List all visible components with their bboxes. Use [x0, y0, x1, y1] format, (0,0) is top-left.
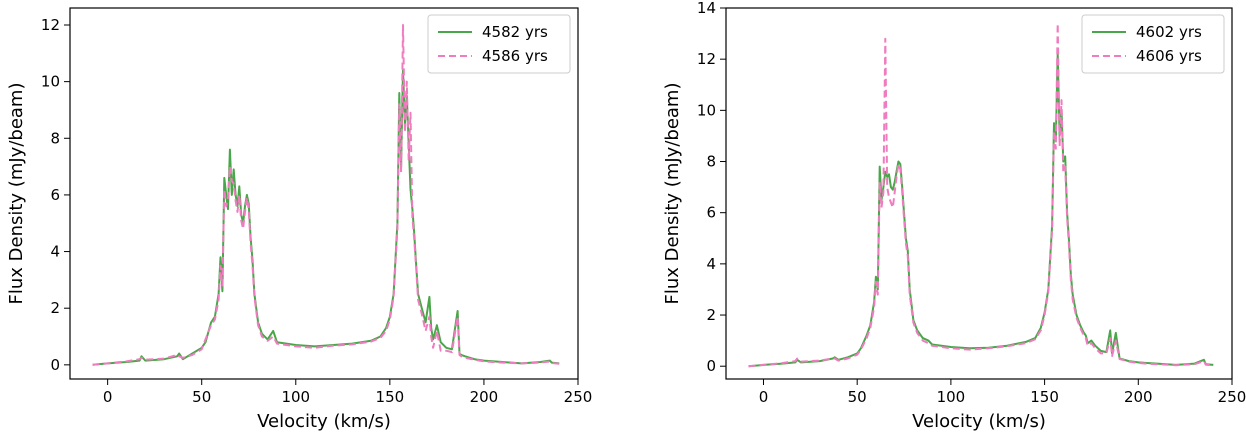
y-axis-label: Flux Density (mJy/beam) [662, 83, 683, 305]
chart-panel-1: 0 50 100 150 200 250 0 2 4 6 8 10 12 Velocity (km/s) F… [6, 7, 593, 432]
legend-label: 4602 yrs [1136, 23, 1202, 41]
x-tick-label: 50 [848, 388, 867, 406]
x-tick-label: 200 [470, 388, 499, 406]
x-tick-label: 150 [1030, 388, 1059, 406]
y-tick-label: 2 [706, 306, 716, 324]
y-tick-label: 10 [697, 101, 716, 119]
x-axis-label: Velocity (km/s) [257, 411, 391, 432]
x-tick-label: 50 [192, 388, 211, 406]
y-tick-label: 6 [706, 204, 716, 222]
series-line-2-2 [748, 22, 1214, 368]
x-tick-label: 0 [759, 388, 769, 406]
legend: 4582 yrs 4586 yrs [427, 14, 571, 74]
y-tick-label: 8 [706, 153, 716, 171]
legend-box [427, 14, 571, 74]
y-tick-label: 12 [41, 16, 60, 34]
chart-panel-2: 0 50 100 150 200 250 0 2 4 6 8 10 12 14 Velocity (km/s… [662, 0, 1246, 432]
x-tick-label: 150 [376, 388, 405, 406]
series-line-1-2 [92, 24, 560, 366]
x-tick-label: 0 [103, 388, 113, 406]
y-tick-label: 14 [697, 0, 716, 17]
y-tick-label: 6 [50, 186, 60, 204]
x-tick-label: 200 [1124, 388, 1153, 406]
axes-frame [69, 7, 579, 380]
axes-frame [725, 7, 1233, 380]
y-tick-label: 8 [50, 129, 60, 147]
legend-box [1081, 14, 1225, 74]
y-tick-label: 0 [50, 356, 60, 374]
y-tick-label: 2 [50, 299, 60, 317]
x-tick-label: 100 [281, 388, 310, 406]
y-tick-label: 4 [50, 243, 60, 261]
legend: 4602 yrs 4606 yrs [1081, 14, 1225, 74]
x-axis-label: Velocity (km/s) [912, 411, 1046, 432]
x-tick-label: 250 [564, 388, 593, 406]
series-line-1-1 [92, 69, 560, 366]
y-tick-label: 0 [706, 357, 716, 375]
legend-label: 4586 yrs [482, 47, 548, 65]
y-axis-label: Flux Density (mJy/beam) [6, 83, 27, 305]
x-tick-label: 100 [937, 388, 966, 406]
legend-label: 4606 yrs [1136, 47, 1202, 65]
y-tick-label: 4 [706, 255, 716, 273]
series-line-2-1 [748, 53, 1214, 368]
y-tick-label: 10 [41, 73, 60, 91]
legend-label: 4582 yrs [482, 23, 548, 41]
y-tick-label: 12 [697, 50, 716, 68]
x-tick-label: 250 [1218, 388, 1246, 406]
